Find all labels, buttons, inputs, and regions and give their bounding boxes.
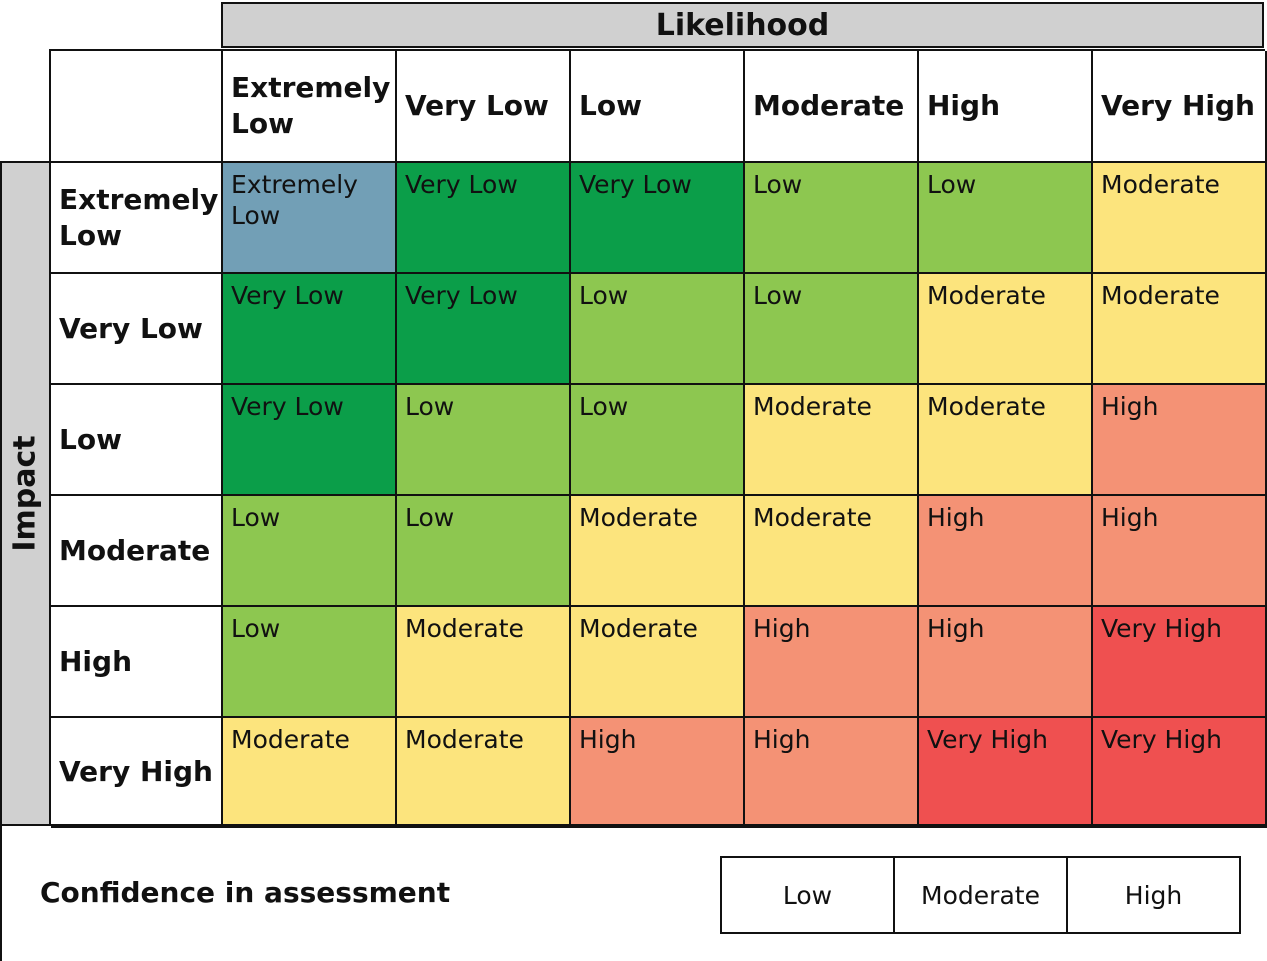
impact-axis-title: Impact	[8, 435, 44, 552]
risk-cell: Low	[223, 496, 397, 607]
risk-cell: Moderate	[397, 718, 571, 828]
impact-axis-title-container: Impact	[0, 161, 49, 826]
confidence-option-moderate[interactable]: Moderate	[895, 858, 1068, 932]
risk-cell: Low	[745, 274, 919, 385]
impact-header: Moderate	[51, 496, 223, 607]
likelihood-header: Extremely Low	[223, 51, 397, 163]
risk-cell: High	[745, 718, 919, 828]
impact-header: Extremely Low	[51, 163, 223, 274]
risk-cell: Moderate	[1093, 274, 1267, 385]
impact-header: Very High	[51, 718, 223, 828]
risk-cell: High	[1093, 385, 1267, 496]
risk-cell: Very Low	[397, 274, 571, 385]
matrix-corner	[51, 51, 223, 163]
risk-cell: Low	[571, 385, 745, 496]
confidence-section: Confidence in assessment Low Moderate Hi…	[0, 824, 1267, 961]
risk-cell: Low	[745, 163, 919, 274]
confidence-label: Confidence in assessment	[40, 876, 451, 909]
risk-cell: Moderate	[223, 718, 397, 828]
risk-cell: Low	[919, 163, 1093, 274]
risk-cell: Moderate	[571, 607, 745, 718]
risk-cell: Moderate	[1093, 163, 1267, 274]
risk-cell: Moderate	[919, 274, 1093, 385]
risk-cell: Very Low	[397, 163, 571, 274]
impact-header: Very Low	[51, 274, 223, 385]
likelihood-header: Very Low	[397, 51, 571, 163]
risk-cell: Low	[397, 496, 571, 607]
risk-matrix: Extremely Low Very Low Low Moderate High Very…	[49, 49, 1267, 828]
risk-cell: High	[1093, 496, 1267, 607]
risk-cell: Very High	[1093, 607, 1267, 718]
confidence-options: Low Moderate High	[720, 856, 1241, 934]
risk-cell: Very High	[919, 718, 1093, 828]
likelihood-axis-title: Likelihood	[221, 2, 1264, 48]
risk-cell: Very High	[1093, 718, 1267, 828]
confidence-option-high[interactable]: High	[1124, 880, 1183, 910]
likelihood-header: High	[919, 51, 1093, 163]
risk-cell: Moderate	[745, 496, 919, 607]
risk-cell: Very Low	[223, 274, 397, 385]
risk-cell: Low	[571, 274, 745, 385]
risk-cell: High	[745, 607, 919, 718]
likelihood-header: Moderate	[745, 51, 919, 163]
risk-cell: Moderate	[919, 385, 1093, 496]
impact-header: High	[51, 607, 223, 718]
risk-cell: High	[571, 718, 745, 828]
risk-cell: Low	[223, 607, 397, 718]
risk-cell: Low	[397, 385, 571, 496]
risk-cell: High	[919, 607, 1093, 718]
risk-cell: High	[919, 496, 1093, 607]
likelihood-header: Low	[571, 51, 745, 163]
risk-cell: Extremely Low	[223, 163, 397, 274]
risk-cell: Very Low	[223, 385, 397, 496]
risk-cell: Very Low	[571, 163, 745, 274]
risk-cell: Moderate	[745, 385, 919, 496]
confidence-option-low[interactable]: Low	[722, 858, 895, 932]
risk-cell: Moderate	[397, 607, 571, 718]
likelihood-header: Very High	[1093, 51, 1267, 163]
impact-header: Low	[51, 385, 223, 496]
risk-cell: Moderate	[571, 496, 745, 607]
